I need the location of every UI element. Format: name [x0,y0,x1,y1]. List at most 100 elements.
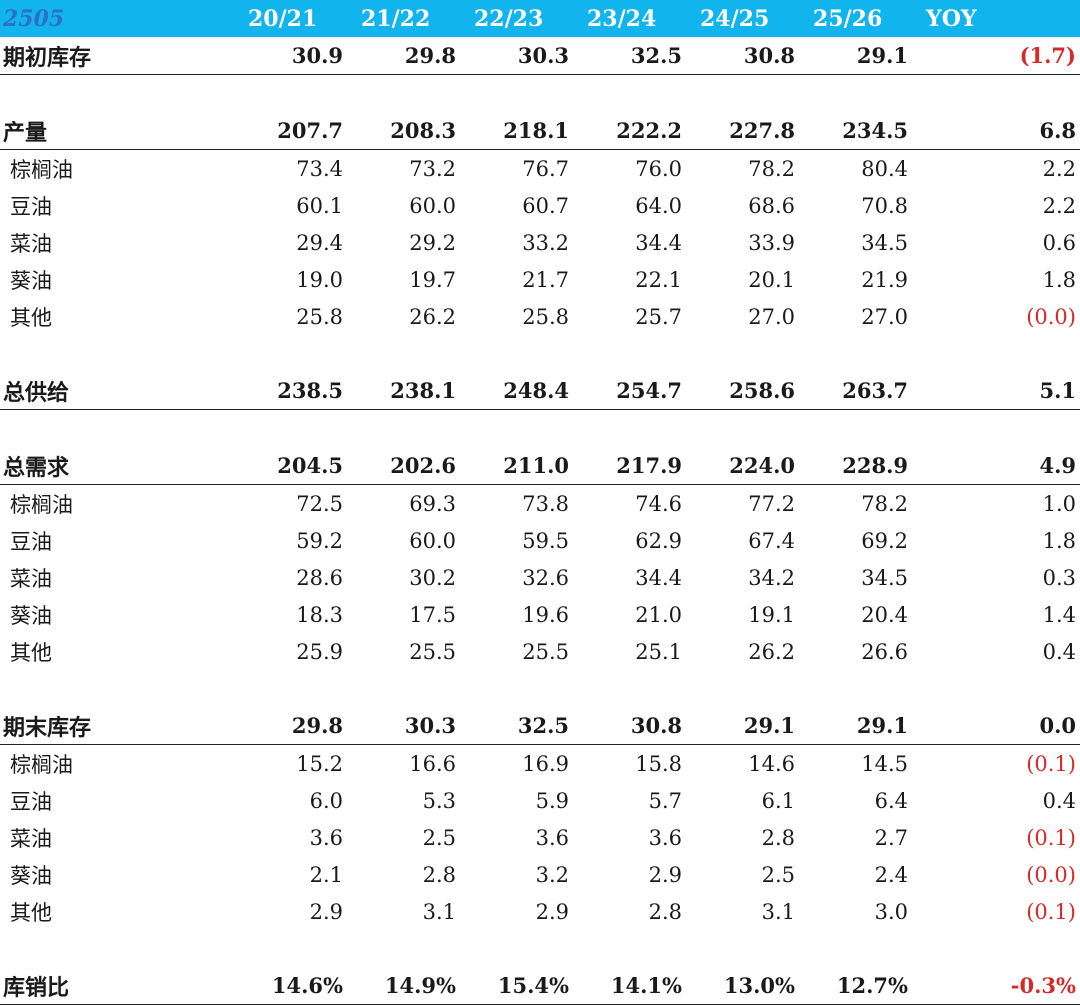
table-row: 总供给 238.5 238.1 248.4 254.7 258.6 263.7 5.1 [0,372,1080,410]
yoy-cell: 4.9 [908,447,1080,485]
value-cell: 207.7 [230,112,343,150]
value-cell: 6.4 [874,788,908,813]
value-cell: 3.6 [648,825,682,850]
value-cell: 73.4 [296,156,343,181]
value-cell: 5.9 [535,788,569,813]
value-cell: 78.2 [748,156,795,181]
value-cell: 60.7 [522,193,569,218]
spacer-row [0,75,1080,113]
value-cell: 30.3 [343,707,456,745]
spacer-row [0,410,1080,448]
value-cell: 69.3 [409,491,456,516]
table-row: 期初库存 30.9 29.8 30.3 32.5 30.8 29.1 (1.7) [0,37,1080,75]
value-cell: 59.2 [296,528,343,553]
value-cell: 16.6 [409,751,456,776]
table-row: 棕榈油 15.2 16.6 16.9 15.8 14.6 14.5 (0.1) [0,745,1080,783]
value-cell: 64.0 [635,193,682,218]
value-cell: 73.2 [409,156,456,181]
value-cell: 27.0 [861,304,908,329]
yoy-cell: 2.2 [1042,193,1076,218]
year-header: 21/22 [343,0,456,37]
header-label: 2505 [0,0,230,37]
value-cell: 76.0 [635,156,682,181]
value-cell: 29.2 [409,230,456,255]
value-cell: 62.9 [635,528,682,553]
yoy-cell: 0.6 [1042,230,1076,255]
value-cell: 17.5 [409,602,456,627]
row-label: 其他 [10,640,52,665]
year-header: 20/21 [230,0,343,37]
value-cell: 224.0 [682,447,795,485]
yoy-cell: 0.3 [1042,565,1076,590]
value-cell: 26.2 [409,304,456,329]
spacer-row [0,670,1080,707]
value-cell: 20.1 [748,267,795,292]
value-cell: 254.7 [569,372,682,410]
value-cell: 227.8 [682,112,795,150]
value-cell: 32.5 [569,37,682,75]
value-cell: 13.0% [682,967,795,1005]
yoy-cell: 5.1 [908,372,1080,410]
table-row: 豆油 6.0 5.3 5.9 5.7 6.1 6.4 0.4 [0,782,1080,819]
value-cell: 29.4 [296,230,343,255]
yoy-cell: 1.4 [1042,602,1076,627]
value-cell: 25.8 [522,304,569,329]
table-row: 菜油 3.6 2.5 3.6 3.6 2.8 2.7 (0.1) [0,819,1080,856]
value-cell: 21.7 [522,267,569,292]
table-row: 总需求 204.5 202.6 211.0 217.9 224.0 228.9 4.9 [0,447,1080,485]
value-cell: 3.6 [535,825,569,850]
value-cell: 263.7 [795,372,908,410]
value-cell: 25.9 [296,639,343,664]
yoy-cell: 1.8 [1042,528,1076,553]
yoy-cell: (1.7) [908,37,1080,75]
value-cell: 218.1 [456,112,569,150]
value-cell: 80.4 [861,156,908,181]
value-cell: 258.6 [682,372,795,410]
value-cell: 20.4 [861,602,908,627]
value-cell: 3.1 [761,899,795,924]
value-cell: 28.6 [296,565,343,590]
value-cell: 15.4% [456,967,569,1005]
table-row: 豆油 59.2 60.0 59.5 62.9 67.4 69.2 1.8 [0,522,1080,559]
row-label: 产量 [0,112,230,150]
spacer-cell [0,410,1080,448]
value-cell: 32.6 [522,565,569,590]
yoy-cell: (0.0) [1026,304,1076,329]
value-cell: 222.2 [569,112,682,150]
value-cell: 72.5 [296,491,343,516]
value-cell: 30.8 [682,37,795,75]
row-label: 棕榈油 [10,752,73,777]
value-cell: 238.5 [230,372,343,410]
value-cell: 29.8 [230,707,343,745]
value-cell: 32.5 [456,707,569,745]
table-row: 豆油 60.1 60.0 60.7 64.0 68.6 70.8 2.2 [0,187,1080,224]
row-label: 总供给 [0,372,230,410]
value-cell: 3.1 [422,899,456,924]
row-label: 豆油 [10,194,52,219]
value-cell: 34.4 [635,230,682,255]
value-cell: 25.8 [296,304,343,329]
row-label: 期末库存 [0,707,230,745]
yoy-header: YOY [908,0,1080,37]
yoy-cell: (0.1) [1026,751,1076,776]
row-label: 豆油 [10,529,52,554]
value-cell: 3.6 [309,825,343,850]
value-cell: 2.4 [874,862,908,887]
value-cell: 2.7 [874,825,908,850]
year-header: 25/26 [795,0,908,37]
yoy-cell: (0.0) [1026,862,1076,887]
yoy-cell: 2.2 [1042,156,1076,181]
row-label: 豆油 [10,789,52,814]
value-cell: 78.2 [861,491,908,516]
yoy-cell: (0.1) [1026,825,1076,850]
value-cell: 22.1 [635,267,682,292]
value-cell: 29.1 [795,707,908,745]
spacer-cell [0,75,1080,113]
value-cell: 67.4 [748,528,795,553]
value-cell: 5.7 [648,788,682,813]
value-cell: 34.5 [861,230,908,255]
value-cell: 76.7 [522,156,569,181]
value-cell: 59.5 [522,528,569,553]
row-label: 葵油 [10,268,52,293]
